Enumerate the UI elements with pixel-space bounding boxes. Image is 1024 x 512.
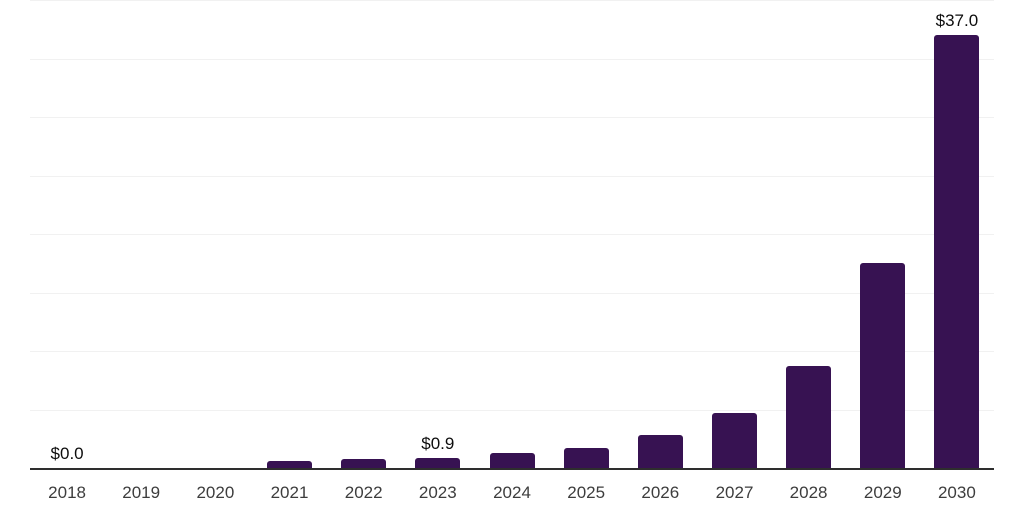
bar-2022 — [341, 458, 387, 468]
x-tick-label: 2019 — [122, 483, 161, 502]
gridline — [30, 175, 994, 177]
x-tick-label: 2029 — [863, 483, 902, 502]
bar-value-label: $37.0 — [935, 11, 979, 31]
bar-2029 — [860, 263, 906, 468]
bar-value-label: $0.9 — [421, 433, 455, 453]
gridline — [30, 0, 994, 1]
x-tick-label: 2018 — [48, 483, 87, 502]
x-axis-labels: 2018 2019 2020 2021 2022 2023 2024 2025 2026 2027… — [30, 470, 994, 512]
x-tick-label: 2022 — [344, 483, 383, 502]
x-tick-label: 2021 — [270, 483, 309, 502]
gridline — [30, 58, 994, 60]
bar-2027 — [712, 413, 757, 468]
x-tick-label: 2028 — [789, 483, 828, 502]
gridline — [30, 292, 994, 294]
bar-2024 — [489, 452, 535, 468]
bar-2021 — [267, 461, 312, 468]
bar-2028 — [786, 366, 832, 468]
x-tick-label: 2030 — [937, 483, 976, 502]
plot-area: $0.0 $0.9 $37.0 — [30, 0, 994, 470]
x-axis-line — [30, 468, 994, 470]
bar-2025 — [563, 448, 609, 468]
gridline — [30, 234, 994, 235]
bar-2026 — [637, 435, 683, 468]
bar-value-label: $0.0 — [50, 444, 84, 463]
x-tick-label: 2024 — [493, 483, 531, 502]
x-tick-label: 2023 — [418, 483, 457, 502]
bar-2023 — [415, 457, 461, 468]
x-tick-label: 2020 — [196, 483, 235, 502]
gridline — [30, 117, 994, 118]
x-tick-label: 2027 — [715, 483, 754, 502]
bar-2030 — [934, 35, 980, 468]
gridline — [30, 409, 994, 411]
gridline — [30, 351, 994, 352]
x-tick-label: 2025 — [567, 483, 606, 502]
x-tick-label: 2026 — [641, 483, 680, 502]
